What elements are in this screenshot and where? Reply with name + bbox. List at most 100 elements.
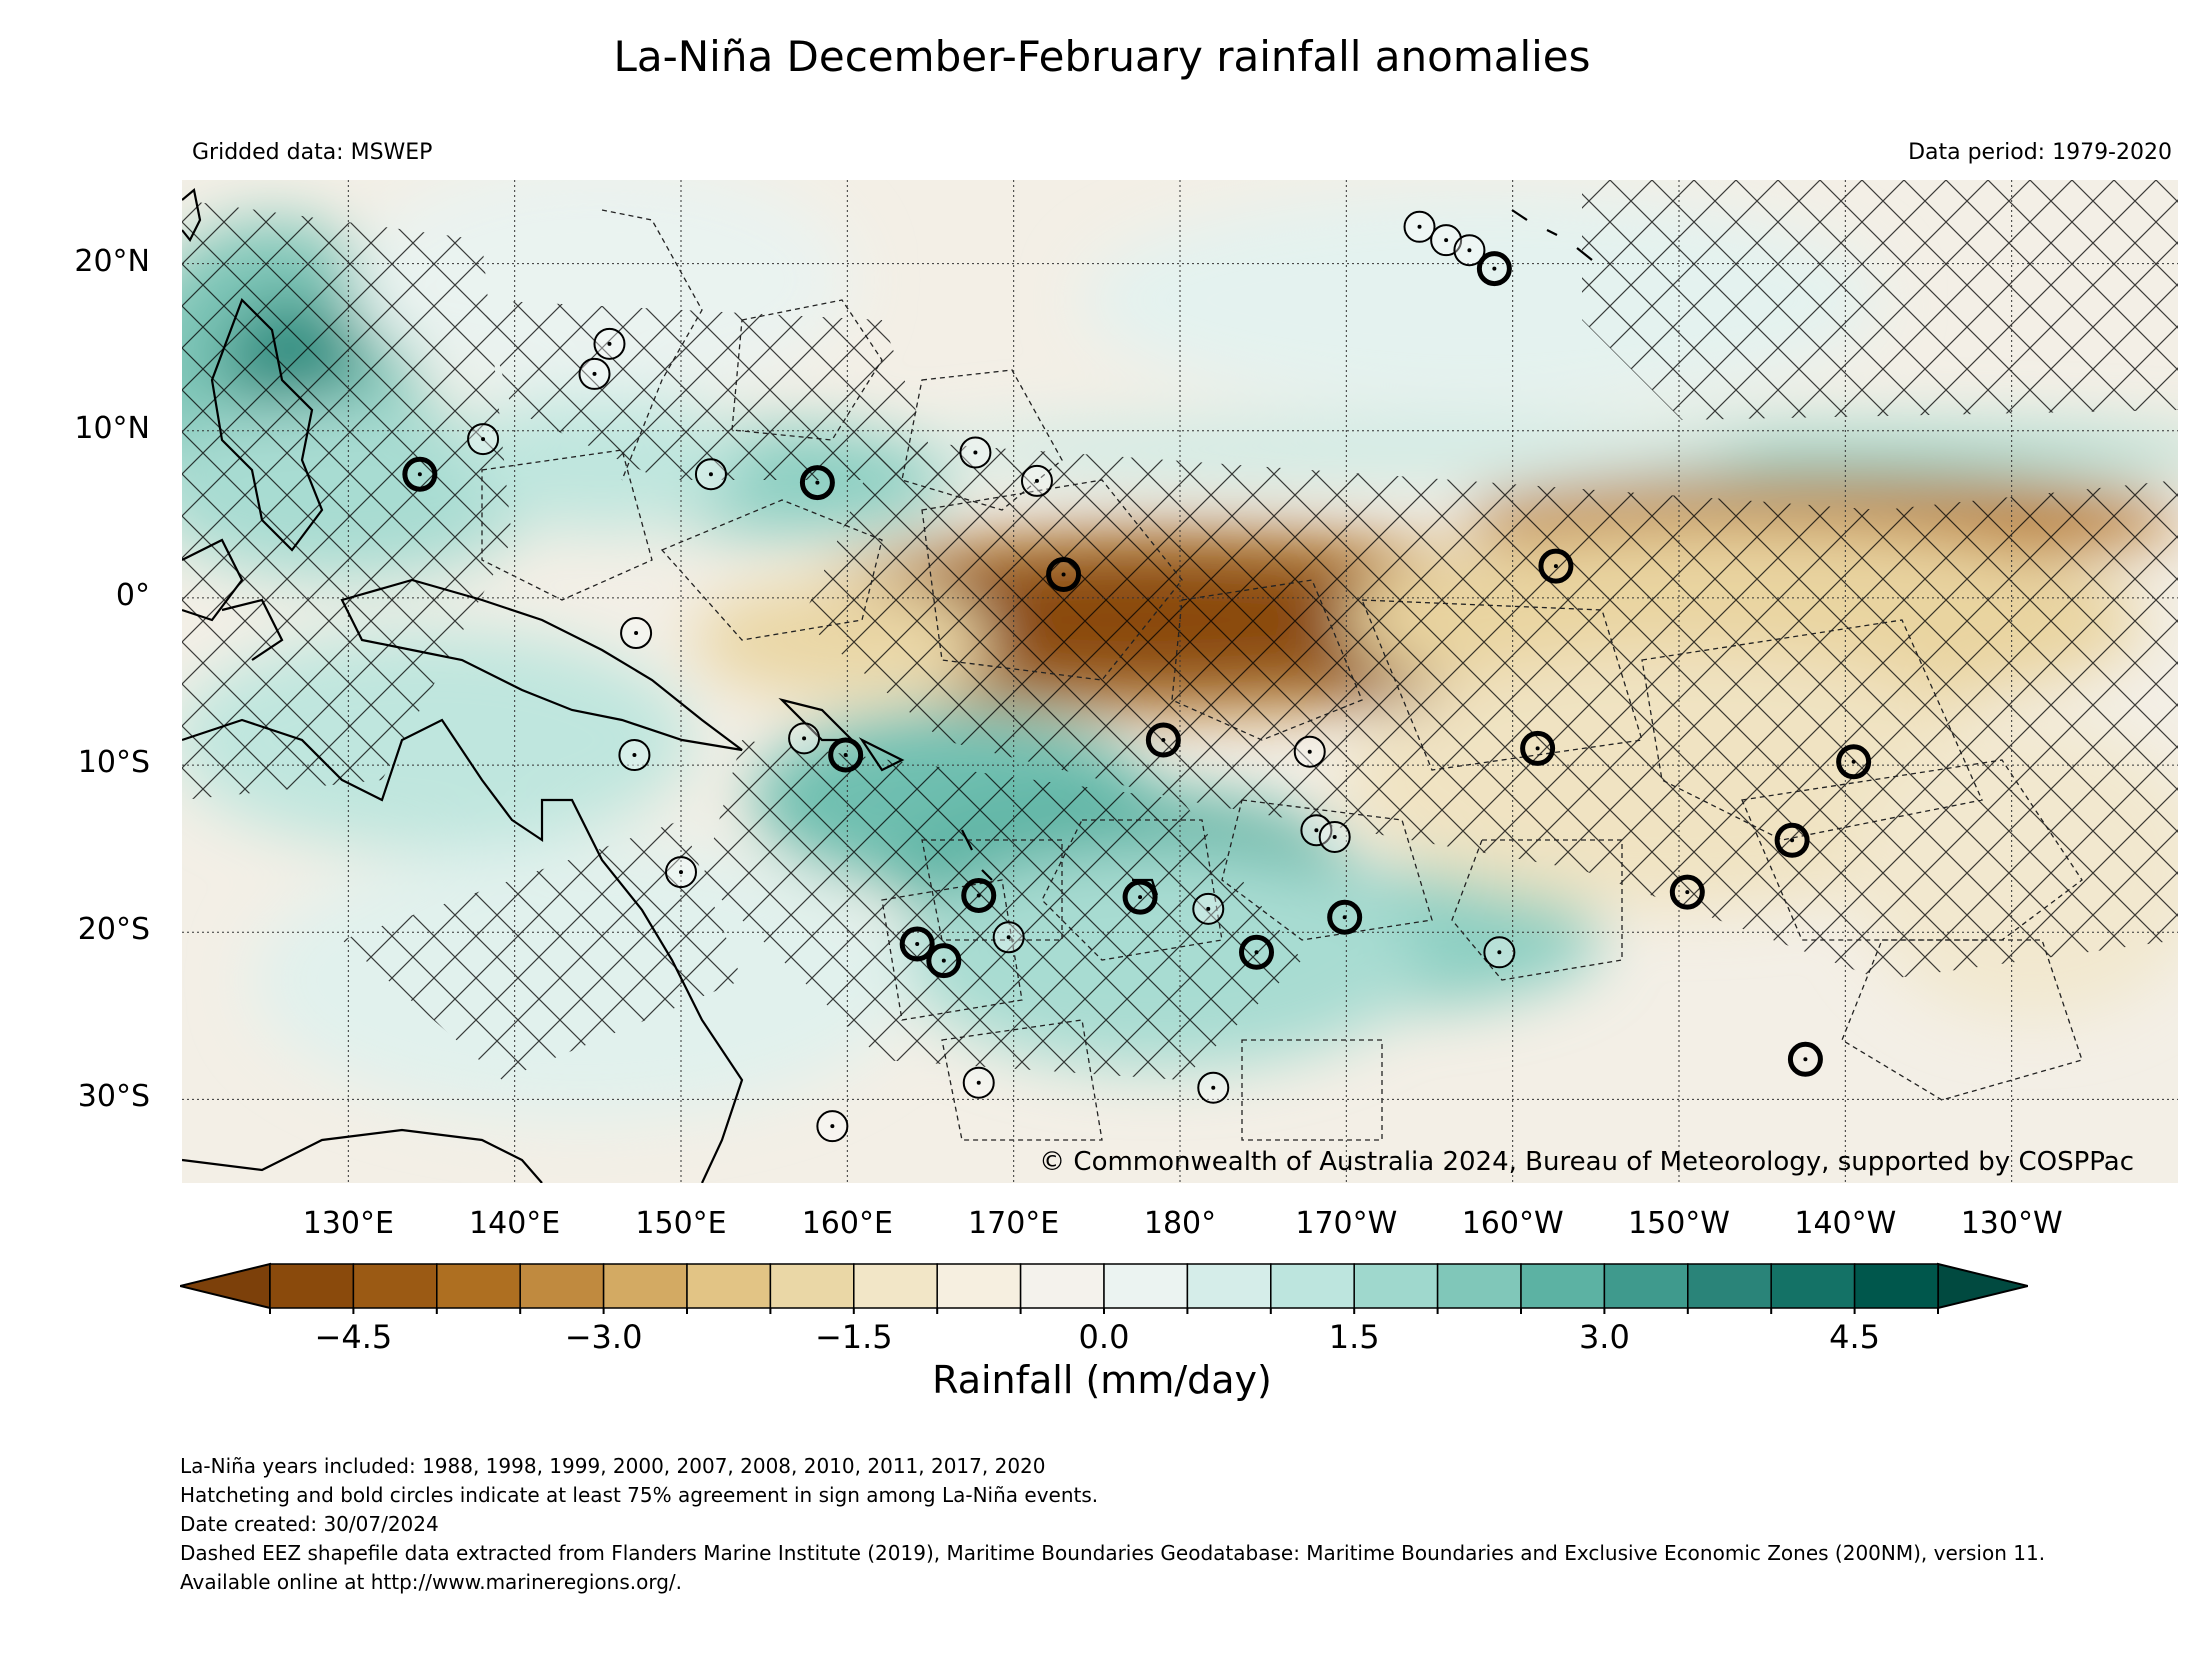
colorbar-bin	[602, 1263, 688, 1309]
eez-boundaries	[481, 209, 2083, 1141]
gridded-data-source: Gridded data: MSWEP	[192, 140, 433, 165]
colorbar-tick-label: 3.0	[1578, 1318, 1630, 1356]
colorbar-bin	[352, 1263, 438, 1309]
colorbar-tick-label: −4.5	[314, 1318, 393, 1356]
note-date: Date created: 30/07/2024	[180, 1512, 439, 1536]
longitude-label: 180°	[1143, 1206, 1217, 1241]
colorbar-bin	[1186, 1263, 1272, 1309]
colorbar-bin	[519, 1263, 605, 1309]
station-circle	[1476, 251, 1512, 287]
station-circle	[402, 456, 438, 492]
colorbar	[180, 1262, 2028, 1314]
data-period: Data period: 1979-2020	[1908, 140, 2172, 165]
station-circle	[1020, 464, 1053, 497]
station-circle	[962, 1066, 995, 1099]
station-circle	[1197, 1071, 1230, 1104]
latitude-label: 0°	[115, 577, 150, 613]
copyright-notice: © Commonwealth of Australia 2024, Bureau…	[1039, 1147, 2134, 1177]
station-circle	[828, 737, 864, 773]
station-circle	[961, 877, 997, 913]
note-years: La-Niña years included: 1988, 1998, 1999…	[180, 1454, 1046, 1478]
station-circle	[992, 921, 1025, 954]
colorbar-bin	[1270, 1263, 1355, 1309]
station-circle	[665, 856, 697, 889]
colorbar-bin	[1353, 1263, 1439, 1309]
rainfall-anomaly-map: © Commonwealth of Australia 2024, Bureau…	[182, 180, 2178, 1183]
station-circle	[1300, 814, 1333, 847]
station-circle	[1318, 820, 1351, 853]
station-circle	[816, 1110, 849, 1143]
longitude-label: 150°W	[1628, 1206, 1730, 1241]
longitude-label: 170°E	[968, 1206, 1060, 1241]
colorbar-tick-label: −3.0	[564, 1318, 643, 1356]
colorbar-bin	[269, 1263, 355, 1309]
station-circle	[593, 327, 626, 360]
longitude-label: 170°W	[1295, 1206, 1398, 1241]
graticule-lines	[182, 180, 2178, 1183]
station-circle	[620, 617, 653, 650]
longitude-label: 150°E	[635, 1206, 727, 1241]
station-circle	[1046, 557, 1082, 593]
longitude-label: 130°W	[1960, 1206, 2063, 1241]
station-circle	[1538, 548, 1574, 584]
longitude-label: 160°W	[1461, 1206, 1564, 1241]
latitude-label: 20°N	[74, 243, 150, 279]
colorbar-tick-label: 0.0	[1078, 1318, 1130, 1356]
colorbar-bin	[686, 1263, 772, 1309]
latitude-label: 30°S	[77, 1079, 150, 1115]
colorbar-bin	[1103, 1263, 1189, 1309]
colorbar-bin	[1436, 1263, 1522, 1309]
latitude-label: 10°N	[74, 410, 150, 446]
station-circle	[899, 926, 935, 962]
colorbar-over-triangle	[1937, 1262, 2028, 1310]
colorbar-bin	[1687, 1263, 1772, 1309]
colorbar-label: Rainfall (mm/day)	[932, 1358, 1272, 1402]
longitude-label: 160°E	[801, 1206, 893, 1241]
station-circle	[799, 465, 835, 501]
note-eez-source: Dashed EEZ shapefile data extracted from…	[180, 1541, 2046, 1594]
station-circle	[1403, 210, 1436, 243]
station-circle	[694, 458, 727, 491]
station-circle	[788, 722, 821, 755]
station-markers	[402, 210, 1872, 1143]
station-circle	[1122, 879, 1158, 915]
station-circle	[926, 943, 962, 979]
longitude-label: 140°E	[469, 1206, 561, 1241]
station-circle	[959, 436, 992, 469]
station-circle	[1774, 822, 1810, 858]
note-hatching: Hatcheting and bold circles indicate at …	[180, 1483, 1099, 1507]
colorbar-bin	[1770, 1263, 1856, 1309]
colorbar-bin	[1019, 1263, 1105, 1309]
station-circle	[1787, 1041, 1823, 1077]
colorbar-bin	[769, 1263, 855, 1309]
longitude-label: 130°E	[302, 1206, 394, 1241]
station-circle	[1453, 234, 1486, 267]
colorbar-bin	[936, 1263, 1022, 1309]
colorbar-bin	[436, 1263, 521, 1309]
colorbar-bin	[853, 1263, 938, 1309]
colorbar-bin	[1853, 1263, 1939, 1309]
colorbar-tick-label: −1.5	[814, 1318, 893, 1356]
station-circle	[1327, 899, 1363, 935]
colorbar-tick-label: 4.5	[1829, 1318, 1881, 1356]
station-circle	[1669, 874, 1705, 910]
chart-title: La-Niña December-February rainfall anoma…	[613, 32, 1591, 81]
significance-hatching	[182, 180, 2178, 1080]
coastlines	[182, 187, 1593, 1183]
latitude-label: 20°S	[77, 912, 150, 948]
colorbar-under-triangle	[180, 1262, 271, 1310]
station-circle	[467, 423, 500, 456]
station-circle	[618, 739, 651, 772]
station-circle	[1836, 744, 1872, 780]
station-circle	[1520, 730, 1556, 766]
station-circle	[1483, 936, 1516, 969]
colorbar-tick-label: 1.5	[1328, 1318, 1380, 1356]
station-circle	[1192, 892, 1225, 925]
station-circle	[1239, 934, 1275, 970]
longitude-label: 140°W	[1794, 1206, 1897, 1241]
station-circle	[1293, 735, 1326, 768]
latitude-label: 10°S	[77, 745, 150, 781]
station-circle	[578, 357, 611, 390]
colorbar-bin	[1520, 1263, 1606, 1309]
map-canvas: © Commonwealth of Australia 2024, Bureau…	[182, 180, 2178, 1183]
